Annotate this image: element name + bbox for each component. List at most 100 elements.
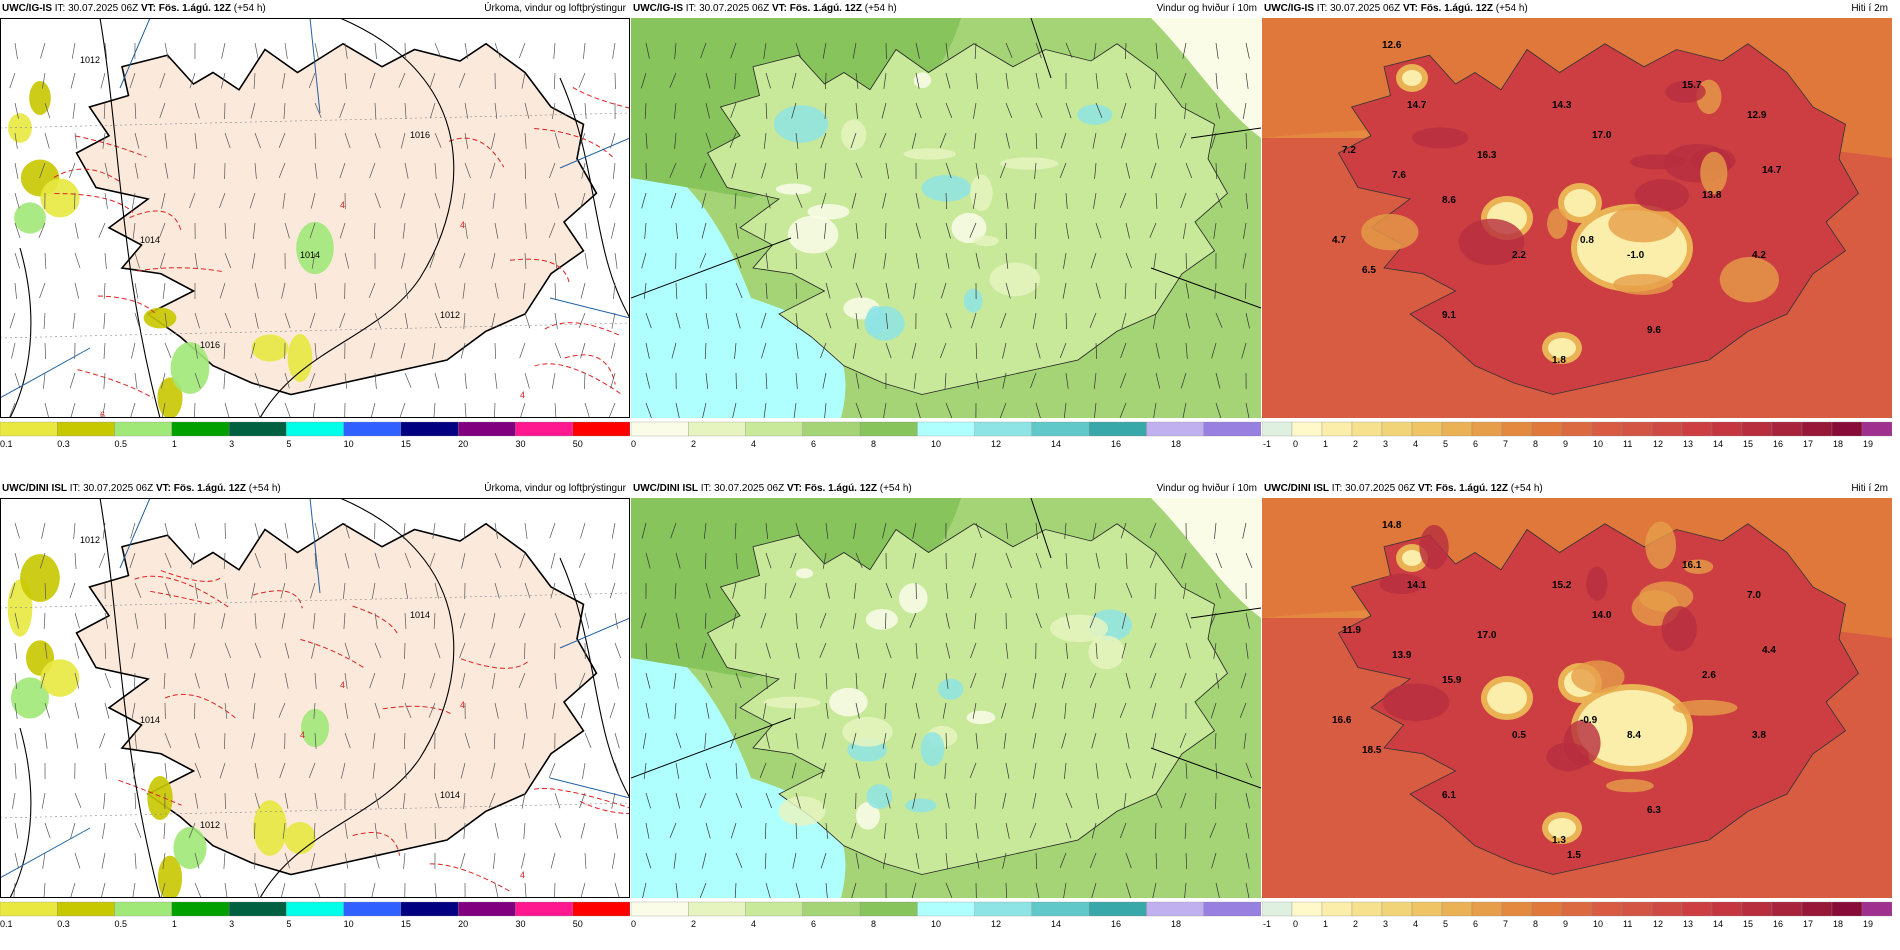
wind-barb: [554, 312, 558, 329]
wind-barb: [823, 162, 827, 179]
panel-header: UWC/IG-IS IT: 30.07.2025 06Z VT: Fös. 1.…: [2, 0, 628, 18]
colorbar-swatch: [1861, 421, 1893, 437]
precip-area: [10, 677, 50, 719]
wind-barb: [134, 612, 139, 629]
wind-barb: [344, 372, 348, 389]
isobar-line: [99, 498, 161, 898]
wind-barb: [971, 312, 977, 329]
wind-barb: [254, 882, 260, 898]
wind-barb: [194, 732, 200, 749]
wind-barb: [734, 522, 737, 539]
wind-barb: [735, 252, 742, 269]
wind-barb: [1089, 312, 1097, 328]
wind-barb: [1091, 882, 1097, 898]
precip-area: [170, 342, 210, 394]
wind-barb: [820, 762, 827, 779]
wind-field-area: [898, 583, 928, 614]
temperature-label: 15.2: [1552, 580, 1572, 591]
wind-barb: [1035, 342, 1041, 359]
wind-barb: [432, 342, 436, 359]
wind-barb: [464, 372, 467, 389]
wind-barb: [41, 522, 46, 539]
wind-barb: [640, 72, 647, 89]
wind-barb: [730, 732, 737, 749]
colorbar-tick-label: 11: [1623, 919, 1632, 929]
wind-barb: [705, 72, 711, 89]
wind-barb: [610, 342, 616, 359]
wind-barb: [1005, 252, 1009, 269]
contour-label: 1012: [80, 55, 100, 65]
wind-barb: [398, 72, 406, 88]
wind-barb: [374, 612, 378, 629]
wind-barb: [403, 732, 406, 750]
wind-barb: [640, 612, 647, 629]
wind-barb: [645, 642, 648, 659]
wind-barb: [793, 672, 797, 689]
wind-barb: [491, 252, 496, 269]
wind-barb: [344, 522, 350, 539]
wind-barb: [580, 192, 586, 209]
wind-barb: [699, 882, 707, 898]
wind-barb: [1182, 402, 1187, 418]
colorbar-tick-label: 30: [515, 439, 525, 449]
isotherm-line: [534, 128, 613, 158]
wind-barb: [464, 222, 468, 239]
colorbar-swatch: [917, 421, 975, 437]
wind-barb: [940, 342, 947, 359]
wind-barb: [434, 42, 442, 58]
model-source: UWC/IG-IS: [1264, 3, 1314, 14]
model-source: UWC/DINI ISL: [633, 483, 698, 494]
wind-barb: [522, 282, 526, 299]
wind-barb: [74, 672, 80, 689]
wind-barb: [433, 762, 436, 780]
colorbar-tick-label: 18: [1833, 439, 1843, 449]
wind-barb: [580, 342, 586, 359]
wind-barb: [369, 162, 376, 179]
wind-barb: [795, 372, 798, 389]
wind-barb: [434, 192, 441, 209]
lead-time: (+54 h): [1492, 3, 1528, 14]
wind-barb: [129, 72, 136, 89]
wind-barb: [278, 132, 286, 149]
wind-barb: [463, 822, 466, 839]
wind-barb: [673, 102, 677, 119]
contour-label: 4: [520, 390, 525, 400]
wind-barb: [464, 402, 467, 418]
wind-barb: [1005, 132, 1010, 149]
wind-barb: [284, 792, 289, 809]
colorbar-tick-label: 0.5: [115, 919, 128, 929]
wind-barb: [312, 402, 316, 418]
wind-barb: [434, 882, 437, 898]
wind-barb: [911, 672, 917, 689]
colorbar-tick-label: 10: [1593, 919, 1603, 929]
wind-barb: [1242, 102, 1247, 119]
wind-barb: [1215, 762, 1218, 779]
wind-barb: [765, 192, 771, 209]
issue-time: IT: 30.07.2025 06Z: [683, 3, 772, 14]
wind-barb: [224, 522, 226, 540]
wind-barb: [669, 72, 677, 88]
wind-barb: [1095, 72, 1099, 89]
wind-barb: [104, 702, 110, 719]
wind-barb: [884, 702, 887, 719]
contour-label: 1012: [200, 820, 220, 830]
wind-barb: [314, 882, 321, 898]
panel-title: Hiti í 2m: [1851, 3, 1888, 14]
wind-barb: [825, 702, 829, 719]
wind-barb: [434, 162, 437, 179]
wind-barb: [460, 762, 466, 779]
wind-barb: [224, 582, 228, 599]
wind-barb: [554, 282, 557, 299]
wind-barb: [1035, 552, 1042, 569]
wind-barb: [911, 732, 917, 749]
wind-barb: [969, 222, 977, 238]
contour-label: 4: [460, 220, 465, 230]
wind-barb: [670, 192, 677, 209]
temp-field-area: [1605, 779, 1654, 793]
wind-barb: [1183, 222, 1187, 239]
wind-field-area: [973, 235, 999, 247]
wind-barb: [14, 252, 20, 269]
wind-barb: [702, 402, 707, 418]
wind-barb: [1215, 672, 1220, 689]
wind-barb: [98, 552, 106, 569]
